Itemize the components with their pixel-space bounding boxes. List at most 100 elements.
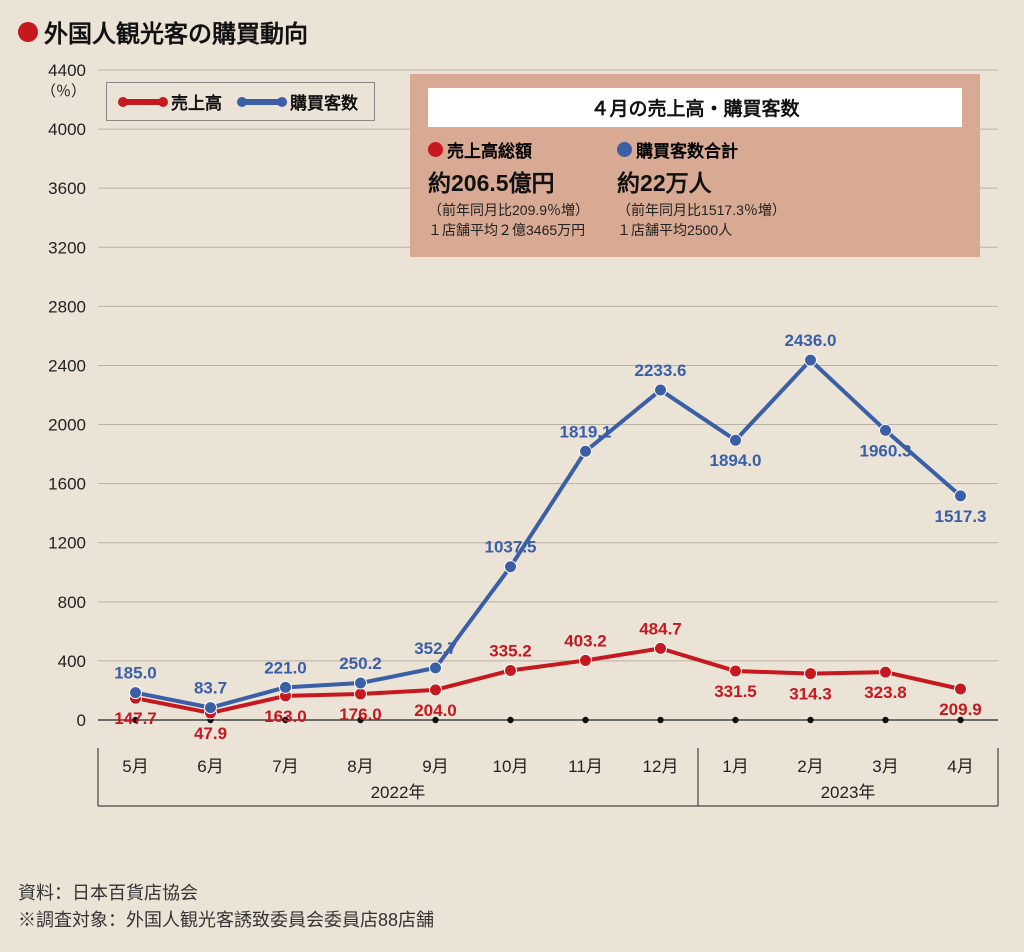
legend: 売上高 購買客数 bbox=[106, 82, 375, 121]
x-tick-label: 12月 bbox=[643, 757, 679, 776]
value-label-sales: 335.2 bbox=[489, 641, 532, 660]
title-bullet-icon bbox=[18, 22, 38, 42]
value-label-customers: 1037.5 bbox=[485, 538, 537, 557]
y-tick-label: 4400 bbox=[48, 61, 86, 80]
series-marker-customers bbox=[955, 490, 967, 502]
series-marker-customers bbox=[655, 384, 667, 396]
y-tick-label: 4000 bbox=[48, 120, 86, 139]
info-label: 売上高総額 bbox=[428, 137, 589, 162]
info-box: ４月の売上高・購買客数 売上高総額約206.5億円（前年同月比209.9％増）１… bbox=[410, 74, 980, 257]
y-tick-label: 3200 bbox=[48, 238, 86, 257]
y-unit-label: （％） bbox=[41, 83, 86, 100]
y-tick-label: 2800 bbox=[48, 297, 86, 316]
series-marker-customers bbox=[280, 681, 292, 693]
x-tick-label: 7月 bbox=[272, 757, 298, 776]
info-col-1: 購買客数合計約22万人（前年同月比1517.3％増）１店舗平均2500人 bbox=[617, 137, 786, 241]
info-sub2: １店舗平均２億3465万円 bbox=[428, 220, 589, 240]
baseline-marker bbox=[732, 717, 738, 723]
baseline-marker bbox=[657, 717, 663, 723]
value-label-customers: 185.0 bbox=[114, 664, 157, 683]
series-line-customers bbox=[136, 360, 961, 707]
value-label-sales: 147.7 bbox=[114, 709, 157, 728]
value-label-customers: 352.7 bbox=[414, 639, 457, 658]
baseline-marker bbox=[582, 717, 588, 723]
value-label-sales: 314.3 bbox=[789, 685, 832, 704]
legend-label: 購買客数 bbox=[290, 89, 358, 114]
value-label-customers: 2233.6 bbox=[635, 361, 687, 380]
series-marker-sales bbox=[580, 654, 592, 666]
footer-line2: ※調査対象：外国人観光客誘致委員会委員店88店舗 bbox=[18, 907, 434, 934]
x-tick-label: 9月 bbox=[422, 757, 448, 776]
x-tick-label: 2月 bbox=[797, 757, 823, 776]
value-label-sales: 403.2 bbox=[564, 631, 607, 650]
value-label-customers: 83.7 bbox=[194, 679, 227, 698]
info-label: 購買客数合計 bbox=[617, 137, 786, 162]
value-label-sales: 209.9 bbox=[939, 700, 982, 719]
year-label: 2023年 bbox=[821, 783, 876, 802]
series-marker-customers bbox=[805, 354, 817, 366]
series-marker-sales bbox=[505, 664, 517, 676]
baseline-marker bbox=[807, 717, 813, 723]
info-big: 約22万人 bbox=[617, 164, 786, 198]
series-line-sales bbox=[136, 648, 961, 713]
year-label: 2022年 bbox=[371, 783, 426, 802]
chart-footer: 資料：日本百貨店協会 ※調査対象：外国人観光客誘致委員会委員店88店舗 bbox=[18, 880, 434, 934]
series-marker-customers bbox=[130, 687, 142, 699]
legend-swatch-icon bbox=[123, 99, 163, 105]
x-tick-label: 3月 bbox=[872, 757, 898, 776]
x-tick-label: 1月 bbox=[722, 757, 748, 776]
y-tick-label: 2000 bbox=[48, 416, 86, 435]
series-marker-sales bbox=[805, 668, 817, 680]
y-tick-label: 0 bbox=[77, 711, 86, 730]
y-tick-label: 800 bbox=[58, 593, 86, 612]
y-tick-label: 400 bbox=[58, 652, 86, 671]
baseline-marker bbox=[507, 717, 513, 723]
info-header: ４月の売上高・購買客数 bbox=[428, 88, 962, 127]
x-tick-label: 4月 bbox=[947, 757, 973, 776]
x-tick-label: 5月 bbox=[122, 757, 148, 776]
legend-item-customers: 購買客数 bbox=[242, 89, 358, 114]
x-tick-label: 8月 bbox=[347, 757, 373, 776]
series-marker-customers bbox=[205, 702, 217, 714]
value-label-customers: 1894.0 bbox=[710, 451, 762, 470]
chart-area: 0400800120016002000240028003200360040004… bbox=[0, 60, 1024, 860]
value-label-sales: 204.0 bbox=[414, 701, 457, 720]
legend-label: 売上高 bbox=[171, 89, 222, 114]
info-dot-icon bbox=[428, 142, 443, 157]
value-label-sales: 163.0 bbox=[264, 707, 307, 726]
series-marker-sales bbox=[430, 684, 442, 696]
value-label-customers: 1819.1 bbox=[560, 422, 612, 441]
series-marker-customers bbox=[505, 561, 517, 573]
value-label-sales: 47.9 bbox=[194, 724, 227, 743]
series-marker-customers bbox=[430, 662, 442, 674]
y-tick-label: 1600 bbox=[48, 475, 86, 494]
baseline-marker bbox=[882, 717, 888, 723]
series-marker-sales bbox=[355, 688, 367, 700]
info-col-0: 売上高総額約206.5億円（前年同月比209.9％増）１店舗平均２億3465万円 bbox=[428, 137, 589, 241]
footer-line1: 資料：日本百貨店協会 bbox=[18, 880, 434, 907]
x-tick-label: 6月 bbox=[197, 757, 223, 776]
value-label-sales: 331.5 bbox=[714, 682, 757, 701]
y-tick-label: 2400 bbox=[48, 356, 86, 375]
series-marker-customers bbox=[880, 424, 892, 436]
series-marker-customers bbox=[580, 445, 592, 457]
value-label-customers: 1960.3 bbox=[860, 441, 912, 460]
series-marker-sales bbox=[730, 665, 742, 677]
y-tick-label: 1200 bbox=[48, 534, 86, 553]
legend-item-sales: 売上高 bbox=[123, 89, 222, 114]
info-sub1: （前年同月比1517.3％増） bbox=[617, 200, 786, 220]
info-label-text: 売上高総額 bbox=[447, 137, 532, 162]
info-sub2: １店舗平均2500人 bbox=[617, 220, 786, 240]
value-label-customers: 1517.3 bbox=[935, 507, 987, 526]
info-dot-icon bbox=[617, 142, 632, 157]
series-marker-customers bbox=[730, 434, 742, 446]
value-label-sales: 176.0 bbox=[339, 705, 382, 724]
x-tick-label: 11月 bbox=[568, 757, 603, 776]
info-big: 約206.5億円 bbox=[428, 164, 589, 198]
series-marker-sales bbox=[655, 642, 667, 654]
value-label-sales: 484.7 bbox=[639, 619, 682, 638]
value-label-customers: 2436.0 bbox=[785, 331, 837, 350]
series-marker-sales bbox=[880, 666, 892, 678]
series-marker-sales bbox=[955, 683, 967, 695]
legend-swatch-icon bbox=[242, 99, 282, 105]
